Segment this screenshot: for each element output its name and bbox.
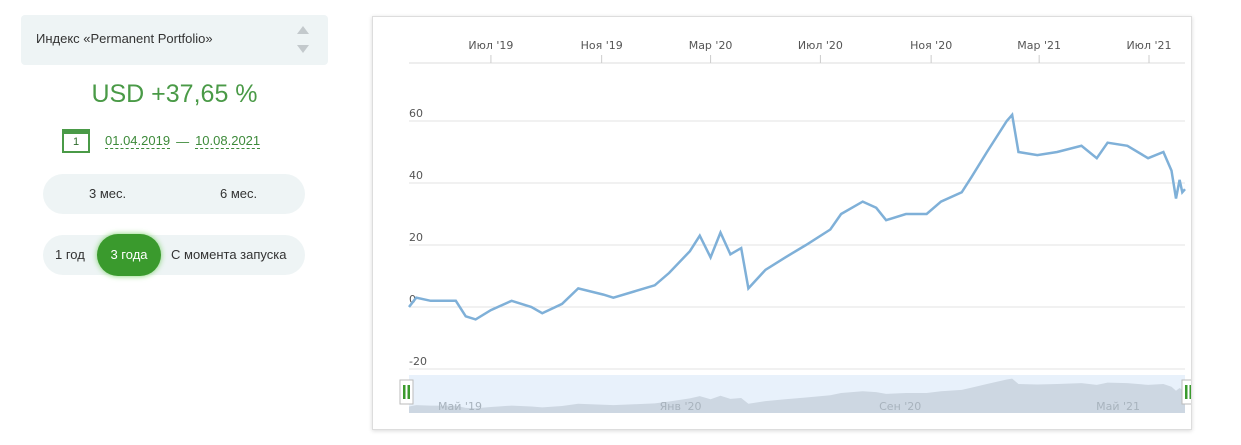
period-3y[interactable]: 3 года — [97, 234, 161, 276]
period-group-months: 3 мес. 6 мес. — [43, 174, 305, 214]
date-separator: — — [176, 133, 190, 149]
series-line — [408, 111, 1186, 321]
result-value: USD +37,65 % — [91, 80, 258, 108]
navigator-label: Сен '20 — [879, 400, 921, 413]
handle-grip-icon — [1189, 385, 1192, 399]
line-chart[interactable]: Июл '19 Ноя '19 Мар '20 Июл '20 Ноя '20 Мар '… — [373, 17, 1196, 429]
index-select[interactable]: Индекс «Permanent Portfolio» — [21, 15, 328, 65]
period-3m[interactable]: 3 мес. — [89, 186, 127, 201]
period-group-years: 1 год 3 года С момента запуска — [43, 234, 305, 276]
navigator-label: Май '21 — [1096, 400, 1140, 413]
handle-grip-icon — [407, 385, 410, 399]
calendar-day: 1 — [72, 136, 80, 148]
date-range: 1 01.04.2019 — 10.08.2021 — [62, 126, 261, 156]
navigator-label: Май '19 — [438, 400, 482, 413]
x-tick-label: Ноя '20 — [910, 39, 952, 52]
y-tick-label: 20 — [409, 231, 423, 244]
y-tick-label: 40 — [409, 169, 423, 182]
x-tick-label: Июл '21 — [1126, 39, 1171, 52]
date-from[interactable]: 01.04.2019 — [105, 133, 171, 149]
arrow-up-icon[interactable] — [297, 26, 309, 34]
arrow-down-icon[interactable] — [297, 45, 309, 53]
y-tick-label: -20 — [409, 355, 427, 368]
x-tick-label: Мар '21 — [1017, 39, 1061, 52]
x-tick-label: Июл '19 — [468, 39, 513, 52]
date-to[interactable]: 10.08.2021 — [195, 133, 261, 149]
navigator-handle-left[interactable] — [399, 379, 414, 405]
navigator-series-area — [409, 378, 1185, 413]
calendar-icon[interactable]: 1 — [62, 129, 90, 153]
y-tick-label: 0 — [409, 293, 416, 306]
navigator-label: Янв '20 — [660, 400, 702, 413]
period-since-launch[interactable]: С момента запуска — [171, 247, 287, 262]
x-tick-label: Июл '20 — [798, 39, 843, 52]
chart-card: Июл '19 Ноя '19 Мар '20 Июл '20 Ноя '20 Мар '… — [372, 16, 1196, 430]
index-select-label: Индекс «Permanent Portfolio» — [36, 31, 213, 46]
handle-grip-icon — [403, 385, 406, 399]
period-6m[interactable]: 6 мес. — [220, 186, 258, 201]
x-tick-label: Ноя '19 — [581, 39, 623, 52]
handle-grip-icon — [1185, 385, 1188, 399]
period-1y[interactable]: 1 год — [55, 247, 85, 262]
x-tick-label: Мар '20 — [689, 39, 733, 52]
y-tick-label: 60 — [409, 107, 423, 120]
